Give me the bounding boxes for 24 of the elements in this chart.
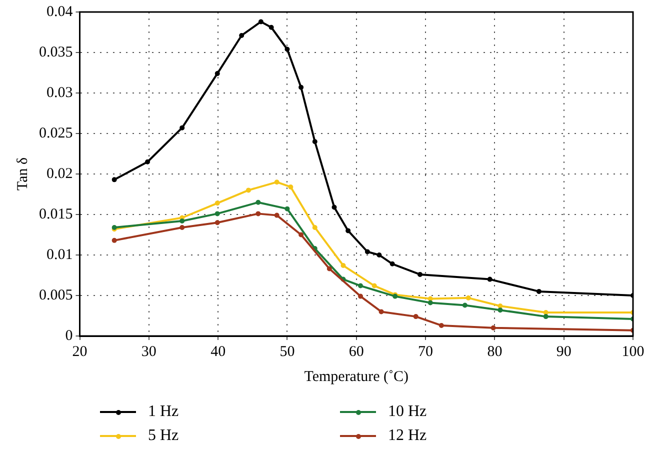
y-tick-label: 0.03 <box>46 84 73 101</box>
x-tick-label: 20 <box>72 344 88 360</box>
y-tick-label: 0.04 <box>46 4 74 20</box>
x-tick-label: 50 <box>280 344 295 360</box>
y-tick-label: 0.01 <box>46 246 73 263</box>
x-tick-label: 70 <box>418 344 434 360</box>
x-tick-label: 90 <box>556 344 572 360</box>
y-tick-label: 0.035 <box>39 44 73 60</box>
y-tick-label: 0.025 <box>39 125 73 142</box>
y-axis-title: Tan δ <box>14 157 31 191</box>
legend-label: 10 Hz <box>388 403 427 421</box>
x-tick-label: 30 <box>141 344 156 360</box>
x-tick-label: 100 <box>622 344 644 360</box>
y-tick-label: 0.02 <box>46 166 73 182</box>
x-axis-title: Temperature (˚C) <box>304 368 409 385</box>
y-tick-label: 0.005 <box>39 287 73 304</box>
y-tick-label: 0 <box>65 328 73 344</box>
y-tick-label: 0.015 <box>39 206 73 222</box>
legend-label: 12 Hz <box>388 427 427 445</box>
x-tick-label: 80 <box>487 344 502 360</box>
x-tick-label: 60 <box>348 344 364 360</box>
legend-label: 1 Hz <box>148 403 179 421</box>
legend-label: 5 Hz <box>148 427 179 445</box>
x-tick-label: 40 <box>210 344 226 360</box>
